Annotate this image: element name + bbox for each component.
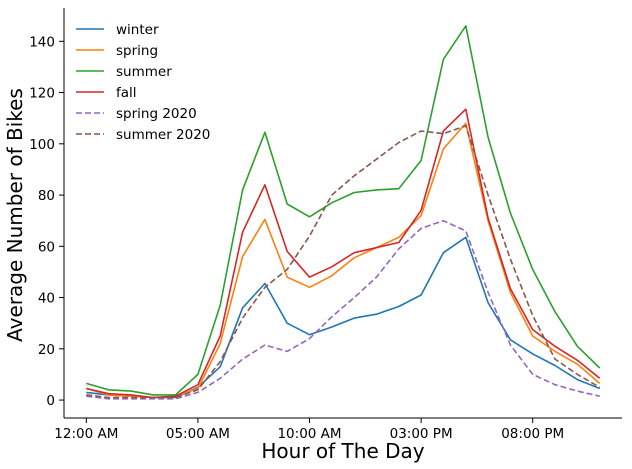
y-tick-label: 20	[38, 342, 55, 358]
legend-label: fall	[116, 85, 137, 101]
x-axis-label: Hour of The Day	[261, 439, 424, 463]
legend-label: spring 2020	[116, 106, 197, 122]
y-tick-label: 100	[29, 137, 55, 153]
y-tick-label: 0	[46, 393, 55, 409]
x-tick-label: 10:00 AM	[277, 426, 341, 442]
x-tick-label: 08:00 PM	[501, 426, 564, 442]
y-tick-label: 120	[29, 86, 55, 102]
y-tick-label: 40	[38, 291, 55, 307]
y-tick-label: 60	[38, 239, 55, 255]
y-axis-label: Average Number of Bikes	[3, 88, 27, 342]
series-line-summer	[86, 25, 601, 396]
y-tick-label: 140	[29, 34, 55, 50]
x-tick-label: 12:00 AM	[54, 426, 118, 442]
series-line-spring-2020	[86, 219, 600, 400]
plot-lines	[86, 25, 601, 400]
x-tick-label: 05:00 AM	[166, 426, 230, 442]
axes: 0 20 40 60 80 100 120 140 12:00 AM 05:00 AM 10:00 …	[29, 8, 622, 442]
x-tick-label: 03:00 PM	[390, 426, 453, 442]
y-tick-label: 80	[38, 188, 55, 204]
legend: winter spring summer fall spring 2020 summer …	[76, 22, 210, 143]
series-line-fall	[86, 108, 601, 399]
legend-label: summer 2020	[116, 127, 210, 143]
legend-label: spring	[116, 43, 158, 59]
series-line-summer-2020	[86, 125, 601, 399]
legend-label: summer	[116, 64, 172, 80]
legend-label: winter	[116, 22, 159, 38]
